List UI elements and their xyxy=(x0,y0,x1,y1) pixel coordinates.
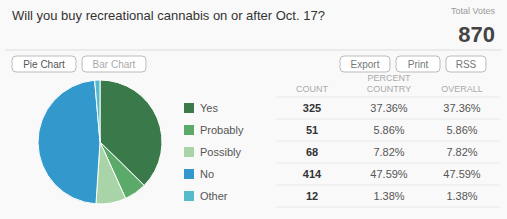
table-header: COUNTRY xyxy=(367,84,411,94)
title: Will you buy recreational cannabis on or… xyxy=(12,8,325,23)
table-cell: 47.59% xyxy=(370,168,408,180)
row-separator xyxy=(276,119,500,120)
table: PERCENT COUNT COUNTRY OVERALL 325 37.36% 37.36… xyxy=(276,73,500,207)
legend-swatch xyxy=(184,191,194,201)
table-cell: 47.59% xyxy=(443,168,481,180)
pie xyxy=(38,80,162,204)
table-cell: 1.38% xyxy=(446,190,477,202)
button-label: Bar Chart xyxy=(93,59,136,70)
legend-label: No xyxy=(200,168,214,180)
button-frame[interactable] xyxy=(82,56,146,72)
table-cell: 37.36% xyxy=(370,102,408,114)
table-cell: 12 xyxy=(306,190,318,202)
button-label: Pie Chart xyxy=(23,59,65,70)
legend-swatch xyxy=(184,103,194,113)
button-label: Export xyxy=(351,59,380,70)
legend-swatch xyxy=(184,125,194,135)
table-cell: 51 xyxy=(306,124,318,136)
table-cell: 68 xyxy=(306,146,318,158)
table-cell: 5.86% xyxy=(446,124,477,136)
pie-slice xyxy=(95,80,100,142)
table-cell: 1.38% xyxy=(373,190,404,202)
button-frame[interactable] xyxy=(340,56,390,72)
legend-label: Other xyxy=(200,190,228,202)
button-frame[interactable] xyxy=(446,56,486,72)
row-separator xyxy=(276,97,500,98)
button[interactable]: Export xyxy=(340,56,390,72)
row-separator xyxy=(276,207,500,208)
button[interactable]: Print xyxy=(396,56,440,72)
table-cell: 325 xyxy=(303,102,321,114)
divider xyxy=(5,50,502,51)
table-header: OVERALL xyxy=(441,84,483,94)
table-cell: 5.86% xyxy=(373,124,404,136)
table-cell: 7.82% xyxy=(373,146,404,158)
legend-swatch xyxy=(184,147,194,157)
button-label: Print xyxy=(408,59,429,70)
row-separator xyxy=(276,141,500,142)
table-cell: 414 xyxy=(303,168,322,180)
legend-swatch xyxy=(184,169,194,179)
legend-label: Probably xyxy=(200,124,244,136)
button[interactable]: Pie Chart xyxy=(12,56,76,72)
row-separator xyxy=(276,185,500,186)
button[interactable]: RSS xyxy=(446,56,486,72)
table-group-header: PERCENT xyxy=(367,73,411,83)
pie-slice xyxy=(38,80,100,204)
button-frame[interactable] xyxy=(12,56,76,72)
button-frame[interactable] xyxy=(396,56,440,72)
button[interactable]: Bar Chart xyxy=(82,56,146,72)
table-cell: 37.36% xyxy=(443,102,481,114)
legend-label: Possibly xyxy=(200,146,241,158)
table-header: COUNT xyxy=(296,84,328,94)
legend-label: Yes xyxy=(200,102,218,114)
table-cell: 7.82% xyxy=(446,146,477,158)
row-separator xyxy=(276,163,500,164)
button-label: RSS xyxy=(456,59,477,70)
total-votes: 870 xyxy=(458,22,495,47)
legend: Yes Probably Possibly No Other xyxy=(184,102,244,202)
total-votes-label: Total Votes xyxy=(451,6,496,16)
chart: Will you buy recreational cannabis on or… xyxy=(0,0,507,219)
background xyxy=(0,0,507,219)
pie-slice xyxy=(96,142,126,204)
